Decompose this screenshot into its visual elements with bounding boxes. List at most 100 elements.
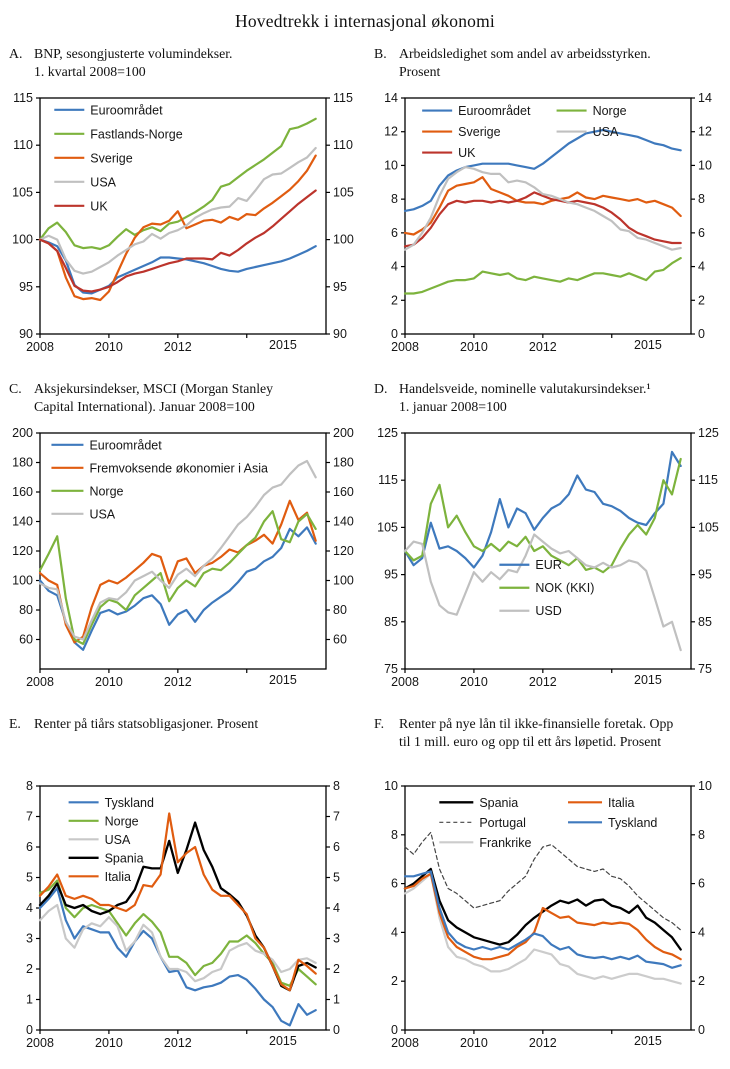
svg-text:120: 120: [333, 544, 354, 558]
svg-text:110: 110: [333, 138, 353, 152]
chart-10y-bond-yields: 0 0 1 1 2 2 3 3 4 4 5 5 6 6 7 7 8 8 2008 2010 2012 2015 Tyskla…: [26, 779, 340, 1050]
title-line: Prosent: [399, 63, 441, 79]
panel-unemployment-title: Arbeidsledighet som andel av arbeidsstyr…: [399, 45, 728, 87]
svg-text:Frankrike: Frankrike: [479, 836, 531, 850]
svg-text:2012: 2012: [164, 1036, 192, 1050]
svg-text:4: 4: [26, 901, 33, 915]
svg-text:2: 2: [391, 293, 398, 307]
svg-text:6: 6: [333, 840, 340, 854]
chart-gdp-indices: 90 90 95 95 100 100 105 105 110 110 115 115 2008 2010…: [12, 91, 354, 354]
figure-title: Hovedtrekk i internasjonal økonomi: [234, 11, 495, 31]
panel-bond-yields: E. Renter på tiårs statsobligasjoner. Pr…: [0, 715, 365, 1057]
panel-msci-heading: C. Aksjekursindekser, MSCI (Morgan Stanl…: [9, 380, 363, 422]
panel-fx-letter: D.: [374, 381, 388, 396]
svg-text:4: 4: [391, 925, 398, 939]
panel-msci-letter: C.: [9, 381, 22, 396]
svg-text:10: 10: [384, 779, 398, 793]
svg-text:1: 1: [26, 993, 33, 1007]
svg-text:2015: 2015: [269, 673, 297, 687]
svg-text:USA: USA: [89, 507, 115, 521]
svg-text:95: 95: [698, 568, 712, 582]
svg-text:8: 8: [333, 779, 340, 793]
svg-text:3: 3: [26, 932, 33, 946]
svg-text:EUR: EUR: [535, 558, 561, 572]
svg-text:160: 160: [333, 485, 354, 499]
svg-text:7: 7: [333, 810, 340, 824]
svg-text:Tyskland: Tyskland: [105, 796, 154, 810]
svg-text:95: 95: [333, 280, 347, 294]
svg-text:0: 0: [391, 327, 398, 341]
panels-grid: A. BNP, sesongjusterte volumindekser. 1.…: [0, 45, 730, 1057]
panel-loan-rates: F. Renter på nye lån til ikke-finansiell…: [365, 715, 730, 1057]
svg-text:4: 4: [698, 925, 705, 939]
panel-gdp: A. BNP, sesongjusterte volumindekser. 1.…: [0, 45, 365, 361]
panel-gdp-title: BNP, sesongjusterte volumindekser. 1. kv…: [34, 45, 363, 87]
svg-text:Euroområdet: Euroområdet: [89, 438, 162, 452]
svg-text:2: 2: [698, 293, 705, 307]
svg-text:6: 6: [698, 226, 705, 240]
svg-text:1: 1: [333, 993, 340, 1007]
svg-text:2008: 2008: [26, 1036, 54, 1050]
svg-text:95: 95: [384, 568, 398, 582]
svg-text:0: 0: [391, 1023, 398, 1037]
svg-text:12: 12: [384, 125, 398, 139]
svg-text:Fastlands-Norge: Fastlands-Norge: [90, 127, 182, 141]
svg-text:5: 5: [333, 871, 340, 885]
svg-text:Spania: Spania: [479, 796, 518, 810]
svg-text:2010: 2010: [460, 675, 488, 689]
svg-text:2012: 2012: [164, 675, 192, 689]
panel-unemployment-heading: B. Arbeidsledighet som andel av arbeidss…: [374, 45, 728, 87]
svg-text:100: 100: [12, 233, 33, 247]
panel-bond-yields-heading: E. Renter på tiårs statsobligasjoner. Pr…: [9, 715, 363, 775]
svg-text:0: 0: [698, 327, 705, 341]
svg-text:100: 100: [333, 574, 354, 588]
svg-text:2008: 2008: [391, 675, 419, 689]
svg-text:2010: 2010: [460, 340, 488, 354]
svg-text:2: 2: [333, 962, 340, 976]
panel-fx-heading: D. Handelsveide, nominelle valutakursind…: [374, 380, 728, 422]
svg-text:2008: 2008: [391, 1036, 419, 1050]
chart-corporate-loan-rates: 0 0 2 2 4 4 6 6 8 8 10 10 2008 2010 2012 2015 Spania Port…: [384, 779, 712, 1050]
svg-text:60: 60: [333, 633, 347, 647]
panel-unemployment-letter: B.: [374, 46, 387, 61]
title-line: 1. kvartal 2008=100: [34, 63, 146, 79]
svg-text:4: 4: [333, 901, 340, 915]
svg-text:105: 105: [333, 185, 354, 199]
svg-text:2008: 2008: [26, 675, 54, 689]
chart-msci-indices: 60 60 80 80 100 100 120 120 140 140 160 160 180 180 20…: [12, 426, 354, 689]
svg-text:115: 115: [333, 91, 353, 105]
svg-text:UK: UK: [90, 199, 108, 213]
panel-bond-yields-letter: E.: [9, 716, 21, 731]
svg-text:UK: UK: [458, 146, 476, 160]
svg-text:140: 140: [12, 515, 33, 529]
panel-gdp-heading: A. BNP, sesongjusterte volumindekser. 1.…: [9, 45, 363, 87]
svg-text:4: 4: [391, 260, 398, 274]
svg-text:14: 14: [698, 91, 712, 105]
panel-msci-title: Aksjekursindekser, MSCI (Morgan Stanley …: [34, 380, 363, 422]
svg-text:2015: 2015: [269, 338, 297, 352]
svg-text:6: 6: [698, 877, 705, 891]
title-line: til 1 mill. euro og opp til ett års løpe…: [399, 733, 662, 749]
chart-fx-indices: 75 75 85 85 95 95 105 105 115 115 125 125 2008 2010 20…: [377, 426, 719, 689]
svg-text:Sverige: Sverige: [90, 151, 132, 165]
svg-text:85: 85: [698, 615, 712, 629]
svg-text:2008: 2008: [391, 340, 419, 354]
svg-text:180: 180: [12, 456, 33, 470]
svg-text:2: 2: [26, 962, 33, 976]
svg-text:14: 14: [384, 91, 398, 105]
svg-text:2: 2: [698, 974, 705, 988]
title-line: BNP, sesongjusterte volumindekser.: [34, 46, 233, 61]
svg-text:Euroområdet: Euroområdet: [90, 103, 163, 117]
svg-text:90: 90: [333, 327, 347, 341]
svg-text:8: 8: [26, 779, 33, 793]
svg-text:75: 75: [698, 662, 712, 676]
svg-text:100: 100: [333, 233, 354, 247]
chart-unemployment: 0 0 2 2 4 4 6 6 8 8 10 10 12 12 14 14 2008 2010 2012 2015 Eu…: [384, 91, 712, 354]
svg-text:Tyskland: Tyskland: [608, 816, 657, 830]
panel-loan-rates-heading: F. Renter på nye lån til ikke-finansiell…: [374, 715, 728, 775]
svg-text:8: 8: [391, 192, 398, 206]
svg-text:NOK (KKI): NOK (KKI): [535, 581, 594, 595]
svg-text:2015: 2015: [634, 673, 662, 687]
title-line: Renter på tiårs statsobligasjoner. Prose…: [34, 716, 259, 731]
